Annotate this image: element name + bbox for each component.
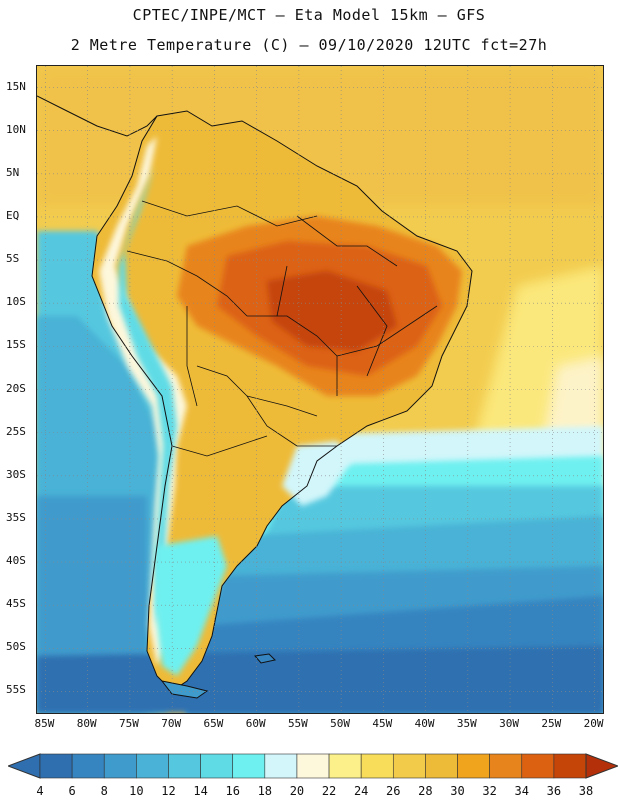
uruguay-cool xyxy=(282,441,352,506)
lat-label: 10S xyxy=(6,295,26,309)
lon-label: 25W xyxy=(541,717,562,730)
colorbar-segment xyxy=(296,753,330,779)
lon-label: 20W xyxy=(583,717,604,730)
lon-label: 60W xyxy=(245,717,266,730)
map-canvas xyxy=(37,66,603,713)
colorbar-segment xyxy=(489,753,523,779)
colorbar-label: 16 xyxy=(225,784,240,798)
colorbar-segment xyxy=(232,753,266,779)
colorbar-segment xyxy=(328,753,362,779)
colorbar-segment xyxy=(392,753,426,779)
colorbar-label: 10 xyxy=(129,784,144,798)
colorbar-label: 24 xyxy=(353,784,369,798)
colorbar-label: 20 xyxy=(289,784,305,798)
colorbar-segment xyxy=(457,753,490,779)
colorbar-segment xyxy=(136,753,169,779)
colorbar-label: 28 xyxy=(418,784,433,798)
colorbar-label: 38 xyxy=(578,784,594,798)
colorbar-label: 36 xyxy=(546,784,562,798)
colorbar-segment xyxy=(264,753,298,779)
colorbar-label: 8 xyxy=(100,784,108,798)
colorbar-label: 12 xyxy=(161,784,176,798)
lon-label: 50W xyxy=(330,717,351,730)
coastline xyxy=(91,110,473,692)
lat-label: 45S xyxy=(6,597,26,611)
colorbar-left-arrow xyxy=(8,753,41,779)
colorbar-label: 14 xyxy=(193,784,208,798)
patagonia-cool xyxy=(155,536,227,676)
lat-label: 25S xyxy=(6,424,26,438)
colorbar-right-arrow xyxy=(585,753,618,779)
lon-label: 65W xyxy=(203,717,224,730)
lon-label: 80W xyxy=(76,717,97,730)
lat-label: 55S xyxy=(6,683,26,697)
andes-cold xyxy=(119,166,177,626)
colorbar xyxy=(8,753,618,779)
colorbar-label: 32 xyxy=(482,784,497,798)
falkland-islands xyxy=(254,653,277,664)
lon-label: 70W xyxy=(161,717,182,730)
colorbar-segment xyxy=(39,753,73,779)
lon-label: 30W xyxy=(499,717,519,730)
colorbar-segment xyxy=(71,753,105,779)
lon-label: 45W xyxy=(372,717,393,730)
lat-label: 35S xyxy=(6,510,26,524)
lat-label: 50S xyxy=(6,640,26,654)
colorbar-segment xyxy=(168,753,201,779)
lat-label: 15N xyxy=(6,79,26,93)
hottest-interior xyxy=(267,271,397,351)
map-title: CPTEC/INPE/MCT – Eta Model 15km – GFS xyxy=(132,6,486,24)
country-borders xyxy=(126,200,438,457)
map-subtitle: 2 Metre Temperature (C) – 09/10/2020 12U… xyxy=(70,36,548,54)
colorbar-label: 34 xyxy=(514,784,529,798)
colorbar-label: 4 xyxy=(36,784,44,798)
central-america-coast xyxy=(37,95,158,137)
lat-label: 5S xyxy=(6,252,20,266)
colorbar-label: 30 xyxy=(450,784,465,798)
colorbar-segment xyxy=(360,753,394,779)
lat-label: 30S xyxy=(6,467,26,481)
colorbar-label: 22 xyxy=(321,784,337,798)
colorbar-segment xyxy=(200,753,234,779)
lon-label: 40W xyxy=(414,717,435,730)
lon-label: 75W xyxy=(118,717,139,730)
lat-label: 15S xyxy=(6,338,26,352)
colorbar-label: 6 xyxy=(68,784,76,798)
lon-label: 35W xyxy=(456,717,477,730)
temperature-map xyxy=(36,65,604,714)
colorbar-label: 18 xyxy=(257,784,273,798)
southern-ocean xyxy=(37,646,603,713)
colorbar-segment xyxy=(425,753,458,779)
lon-label: 85W xyxy=(34,717,55,730)
colorbar-segment xyxy=(103,753,137,779)
colorbar-segment xyxy=(553,753,587,779)
lat-label: 10N xyxy=(6,122,26,136)
lat-label: 20S xyxy=(6,381,26,395)
lat-label: 40S xyxy=(6,554,26,568)
colorbar-segment xyxy=(521,753,555,779)
lon-label: 55W xyxy=(287,717,308,730)
colorbar-label: 26 xyxy=(386,784,401,798)
lat-label: 5N xyxy=(6,165,20,179)
lat-label: EQ xyxy=(6,208,20,222)
tierra-del-fuego xyxy=(160,680,209,699)
